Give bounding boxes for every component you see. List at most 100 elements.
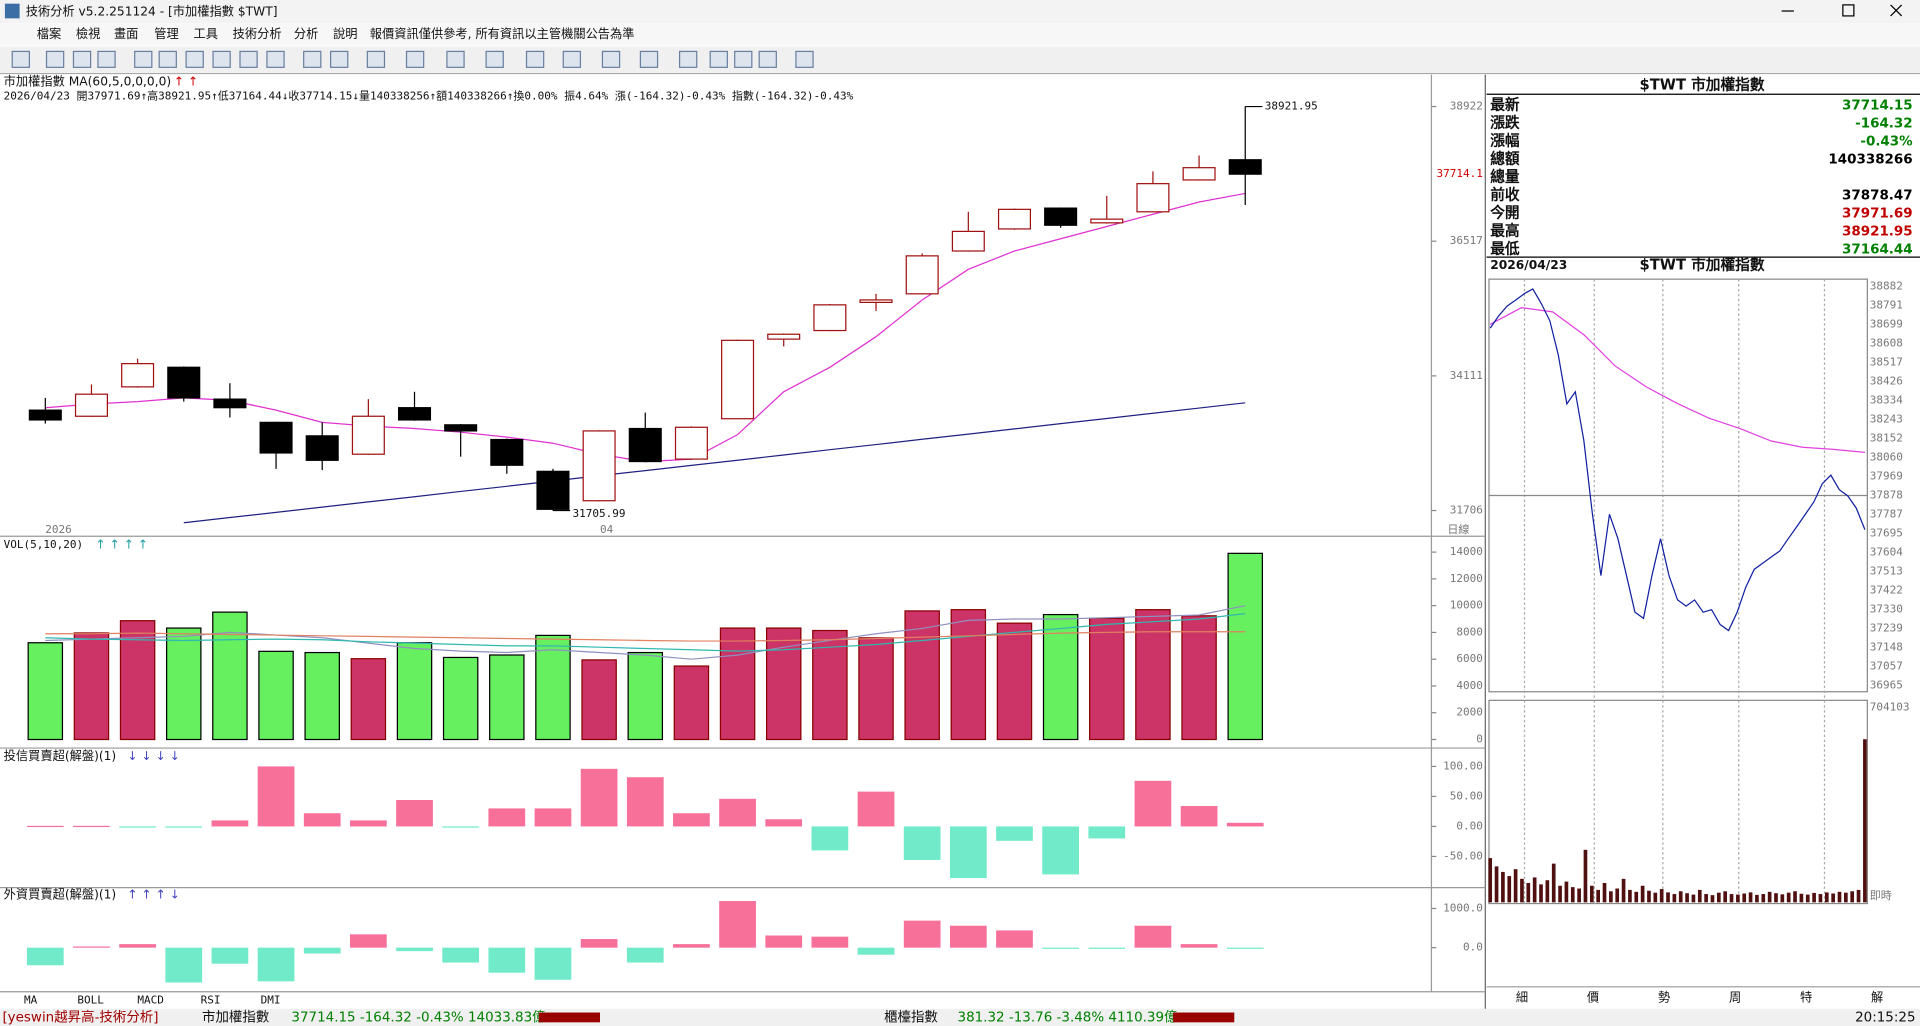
y-tick-label: 10000 [1450, 599, 1483, 612]
candle-body [1182, 167, 1216, 181]
close-button[interactable] [1890, 4, 1903, 17]
candle-body [305, 435, 339, 461]
view-tab[interactable]: 特 [1800, 989, 1812, 1004]
flow-bar [211, 947, 249, 964]
indicator-tab[interactable]: MA [24, 993, 38, 1006]
status-app: [yeswin越昇高-技術分析] [2, 1008, 158, 1025]
flow-bar [811, 936, 849, 948]
intraday-volume-bar [1628, 889, 1632, 903]
intraday-volume-bar [1609, 891, 1613, 903]
toolbar-button[interactable] [330, 50, 349, 68]
candle-body [74, 393, 108, 417]
intraday-volume-bar [1786, 892, 1791, 903]
flow-bar [73, 946, 110, 948]
toolbar-button[interactable] [734, 50, 753, 68]
flow-bar [580, 939, 618, 948]
indicator-tab[interactable]: RSI [201, 993, 221, 1006]
candle-body [628, 427, 662, 463]
intraday-volume-bar [1742, 893, 1747, 903]
indicator-tab[interactable]: MACD [137, 993, 164, 1006]
volume-bar [304, 651, 340, 741]
toolbar-button[interactable] [185, 50, 204, 68]
view-tab[interactable]: 細 [1516, 990, 1528, 1004]
volume-bar [1227, 552, 1263, 741]
intraday-y-label: 36965 [1870, 679, 1903, 692]
foreign-title: 外資買賣超(解盤)(1) [4, 886, 117, 901]
toolbar-button[interactable] [795, 50, 814, 68]
intraday-y-label: 38517 [1870, 355, 1903, 368]
flow-bar [1226, 947, 1264, 949]
candle-body [951, 230, 985, 252]
menu-item[interactable]: 說明 [333, 26, 357, 41]
status-index2: 櫃檯指數 [884, 1009, 938, 1025]
flow-bar [811, 826, 849, 851]
volume-ma-line [45, 605, 1246, 660]
status-meter [1173, 1012, 1235, 1023]
toolbar-button[interactable] [11, 50, 30, 68]
flow-bar [257, 947, 295, 982]
intraday-volume-bar [1615, 888, 1620, 903]
toolbar-button[interactable] [72, 50, 92, 68]
toolbar-button[interactable] [266, 50, 285, 68]
volume-bar [950, 609, 987, 741]
toolbar-button[interactable] [485, 50, 504, 68]
toolbar-button[interactable] [709, 50, 728, 68]
menu-item[interactable]: 技術分析 [233, 27, 282, 41]
flow-bar [1180, 806, 1218, 827]
toolbar-button[interactable] [239, 50, 258, 68]
menu-item[interactable]: 畫面 [114, 26, 138, 41]
intraday-volume-bar [1793, 891, 1797, 903]
flow-bar [442, 947, 480, 963]
toolbar [0, 46, 1920, 73]
y-tick-label: 4000 [1456, 679, 1483, 692]
intraday-volume-bar [1577, 888, 1581, 903]
candle-body [259, 421, 293, 454]
toolbar-button[interactable] [97, 50, 116, 68]
menu-item[interactable]: 管理 [154, 26, 178, 41]
toolbar-button[interactable] [758, 50, 777, 68]
menu-item[interactable]: 檔案 [37, 26, 61, 41]
toolbar-button[interactable] [562, 50, 582, 68]
intraday-volume-bar [1767, 891, 1772, 903]
menu-item[interactable]: 工具 [193, 27, 217, 41]
intraday-volume-bar [1831, 893, 1835, 903]
volume-bar [27, 642, 64, 741]
toolbar-button[interactable] [134, 50, 153, 68]
toolbar-button[interactable] [525, 50, 545, 68]
toolbar-button[interactable] [366, 50, 386, 68]
intraday-volume-bar [1666, 892, 1670, 903]
flow-bar [719, 901, 756, 948]
restore-button[interactable] [1842, 4, 1855, 17]
flow-bar [534, 808, 572, 827]
toolbar-button[interactable] [158, 50, 177, 68]
indicator-tab[interactable]: BOLL [77, 993, 104, 1006]
y-tick-label: 31706 [1450, 504, 1483, 517]
menu-item[interactable]: 檢視 [76, 26, 100, 41]
toolbar-button[interactable] [212, 50, 231, 68]
intraday-y-label: 37148 [1870, 641, 1903, 654]
toolbar-button[interactable] [405, 50, 425, 68]
flow-bar [903, 826, 941, 861]
toolbar-button[interactable] [601, 50, 621, 68]
toolbar-button[interactable] [446, 50, 465, 68]
y-tick-label: 36517 [1450, 234, 1483, 247]
toolbar-button[interactable] [303, 50, 322, 68]
view-tab[interactable]: 價 [1587, 990, 1599, 1004]
toolbar-button[interactable] [639, 50, 659, 68]
view-tab[interactable]: 周 [1729, 990, 1741, 1004]
volume-arrows: ↑ ↑ ↑ ↑ [96, 537, 149, 551]
y-tick-label: 0 [1476, 733, 1483, 746]
toolbar-button[interactable] [45, 50, 65, 68]
view-tab[interactable]: 勢 [1658, 989, 1670, 1004]
candle-body [674, 426, 708, 460]
indicator-tab[interactable]: DMI [261, 993, 281, 1006]
toolbar-button[interactable] [678, 50, 698, 68]
menu-item[interactable]: 分析 [294, 27, 318, 41]
view-tab[interactable]: 解 [1871, 990, 1883, 1004]
intraday-volume-bar [1653, 892, 1658, 903]
intraday-volume-bar [1488, 858, 1493, 903]
intraday-volume-bar [1532, 877, 1537, 903]
main-info: 2026/04/23 開37971.69↑高38921.95↑低37164.44… [4, 89, 854, 103]
intraday-volume-bar [1736, 894, 1740, 903]
intraday-volume-bar [1850, 891, 1855, 903]
